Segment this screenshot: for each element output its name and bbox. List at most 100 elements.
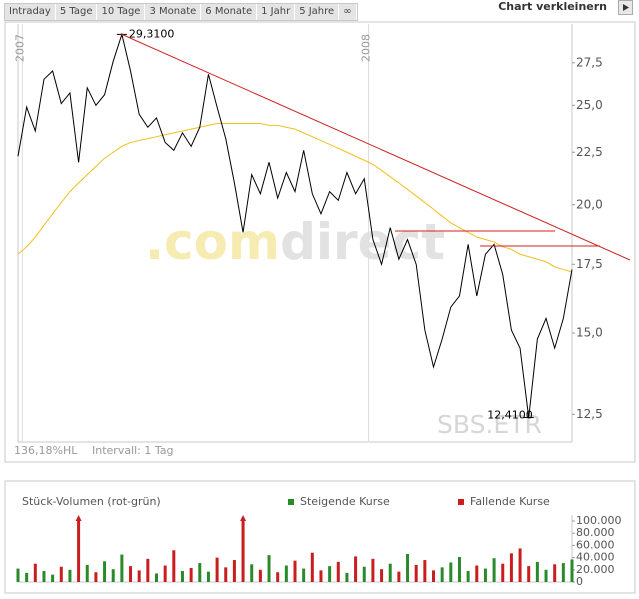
arrow-icon	[623, 4, 629, 11]
y-tick-label: 20,0	[576, 197, 603, 211]
range-tab[interactable]: 1 Jahr	[257, 4, 296, 20]
symbol-watermark: SBS.ETR	[437, 410, 542, 439]
volume-bar	[570, 559, 574, 582]
volume-bar	[172, 550, 176, 582]
y-tick-label: 100.000	[576, 514, 622, 527]
legend-swatch	[458, 499, 464, 505]
volume-bar	[380, 569, 384, 582]
volume-bar	[414, 564, 418, 582]
legend-swatch	[288, 499, 294, 505]
y-tick-label: 15,0	[576, 326, 603, 340]
volume-bar	[284, 565, 288, 582]
volume-bar	[561, 563, 565, 582]
range-tab[interactable]: 6 Monate	[201, 4, 258, 20]
volume-bar	[527, 566, 531, 582]
volume-bar	[206, 571, 210, 582]
y-tick-label: 22,5	[576, 145, 603, 159]
range-tabs: Intraday 5 Tage 10 Tage 3 Monate 6 Monate 1 J…	[4, 3, 358, 21]
x-tick-label: 2008	[360, 34, 373, 62]
x-tick-label: 2007	[13, 34, 26, 62]
volume-bar	[267, 555, 271, 582]
volume-bar	[163, 565, 167, 582]
volume-bar	[345, 572, 349, 582]
volume-bar	[406, 553, 410, 582]
volume-bar	[42, 571, 46, 582]
range-tab[interactable]: ∞	[339, 4, 357, 20]
volume-bar	[544, 569, 548, 582]
volume-bar	[16, 568, 20, 582]
volume-bar	[449, 562, 453, 582]
volume-bar	[180, 571, 184, 582]
volume-bar	[25, 572, 29, 582]
overflow-arrow	[75, 515, 82, 521]
volume-bar	[120, 554, 124, 582]
toggle-label[interactable]: Chart verkleinern	[498, 0, 607, 13]
trend-line	[120, 33, 631, 261]
interval-label: Intervall: 1 Tag	[92, 444, 174, 457]
overflow-arrow	[240, 515, 247, 521]
volume-bar	[77, 521, 81, 582]
volume-bar	[250, 564, 254, 582]
volume-bar	[189, 567, 193, 582]
price-panel	[4, 21, 636, 463]
y-tick-label: 17,5	[576, 257, 603, 271]
volume-layer: Stück-Volumen (rot-grün) Steigende Kurse F…	[16, 495, 622, 588]
volume-bar	[432, 570, 435, 582]
toggle-button[interactable]	[618, 0, 633, 15]
watermark-part: direct	[280, 213, 445, 271]
annotation-label: 12,4100	[487, 409, 533, 422]
volume-bar	[466, 571, 470, 582]
volume-bar	[319, 570, 323, 582]
volume-bar	[336, 561, 340, 582]
volume-bar	[328, 566, 332, 582]
volume-bar	[129, 566, 133, 582]
y-tick-label: 25,0	[576, 98, 603, 112]
price-line	[17, 32, 573, 418]
y-tick-label: 27,5	[576, 55, 603, 69]
range-tab[interactable]: 3 Monate	[145, 4, 202, 20]
range-tab[interactable]: 10 Tage	[97, 4, 146, 20]
average-line	[17, 122, 573, 273]
range-label: 136,18%HL	[14, 444, 78, 457]
volume-bar	[457, 556, 461, 582]
volume-bar	[215, 557, 219, 582]
watermark-layer: .comdirect SBS.ETR	[145, 213, 542, 440]
volume-bar	[51, 574, 55, 582]
volume-bar	[501, 563, 505, 582]
y-tick-label: 60.000	[576, 538, 615, 551]
volume-bar	[85, 564, 89, 582]
volume-bar	[388, 563, 392, 582]
volume-bar	[397, 571, 401, 582]
volume-bar	[103, 561, 107, 582]
price-layer: 27,5 25,0 22,5 20,0 17,5 15,0 12,5 2007 2008 29,3…	[13, 24, 603, 457]
annotation-label: 29,3100	[129, 27, 175, 40]
y-tick-label: 40.000	[576, 551, 615, 564]
watermark: .comdirect	[145, 213, 445, 271]
watermark-part: .com	[145, 213, 280, 271]
volume-bar	[483, 568, 487, 582]
volume-bar	[354, 556, 358, 582]
volume-bar	[155, 573, 158, 582]
volume-bar	[258, 569, 262, 582]
range-tab[interactable]: 5 Jahre	[295, 4, 340, 20]
volume-bar	[276, 572, 280, 582]
range-tab[interactable]: Intraday	[5, 4, 56, 20]
volume-bar	[111, 569, 115, 582]
range-tab[interactable]: 5 Tage	[56, 4, 98, 20]
volume-bar	[293, 560, 297, 582]
volume-bar	[198, 563, 202, 582]
volume-bar	[302, 568, 306, 582]
volume-bar	[362, 566, 366, 582]
volume-bar	[224, 567, 228, 582]
legend-label: Fallende Kurse	[470, 495, 550, 508]
volume-bar	[241, 521, 245, 582]
volume-bar	[423, 560, 427, 582]
volume-bar	[371, 558, 375, 582]
volume-bar	[553, 564, 557, 582]
y-tick-label: 12,5	[576, 407, 603, 421]
volume-bar	[310, 552, 314, 582]
y-tick-label: 20.000	[576, 563, 615, 576]
volume-bar	[33, 563, 37, 582]
volume-title: Stück-Volumen (rot-grün)	[22, 495, 161, 508]
